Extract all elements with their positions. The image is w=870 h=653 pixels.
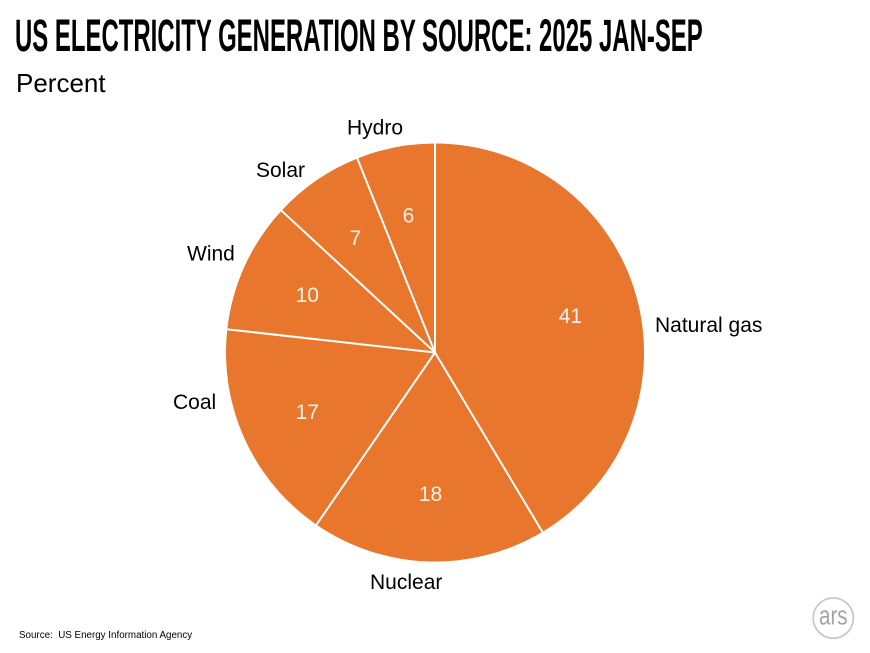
ars-logo: ars bbox=[812, 597, 855, 640]
pie-slice-natural-gas[interactable] bbox=[435, 143, 644, 532]
slice-divider bbox=[434, 351, 544, 533]
ars-logo-text: ars bbox=[819, 601, 848, 630]
category-label-solar: Solar bbox=[256, 159, 305, 182]
chart-subtitle: Percent bbox=[16, 68, 106, 98]
value-label-wind: 10 bbox=[296, 284, 319, 307]
ars-logo-circle bbox=[812, 597, 855, 640]
pie-slice-coal[interactable] bbox=[226, 329, 435, 525]
slice-divider bbox=[356, 158, 436, 353]
category-label-coal: Coal bbox=[173, 391, 216, 414]
chart-title: US ELECTRICITY GENERATION BY SOURCE: 202… bbox=[15, 10, 703, 61]
value-label-coal: 17 bbox=[296, 401, 319, 424]
value-label-hydro: 6 bbox=[403, 205, 415, 228]
slice-divider bbox=[227, 328, 436, 354]
pie-slice-solar[interactable] bbox=[281, 158, 435, 353]
value-label-solar: 7 bbox=[350, 227, 362, 250]
slice-divider bbox=[315, 351, 436, 526]
category-label-natural-gas: Natural gas bbox=[655, 314, 762, 337]
category-label-hydro: Hydro bbox=[347, 117, 403, 140]
category-label-nuclear: Nuclear bbox=[370, 571, 442, 594]
pie-layer: 41 18 17 10 7 6 Natural gas Nuclear Coal Wind Sola… bbox=[173, 117, 762, 595]
pie-slice-wind[interactable] bbox=[227, 210, 435, 353]
pie-slice-hydro[interactable] bbox=[357, 143, 435, 353]
pie-slice-nuclear[interactable] bbox=[316, 352, 543, 562]
value-label-nuclear: 18 bbox=[419, 483, 442, 506]
value-label-natural-gas: 41 bbox=[559, 305, 582, 328]
slice-divider bbox=[280, 209, 436, 354]
category-label-wind: Wind bbox=[187, 243, 235, 266]
source-note: Source: US Energy Information Agency bbox=[19, 630, 192, 641]
